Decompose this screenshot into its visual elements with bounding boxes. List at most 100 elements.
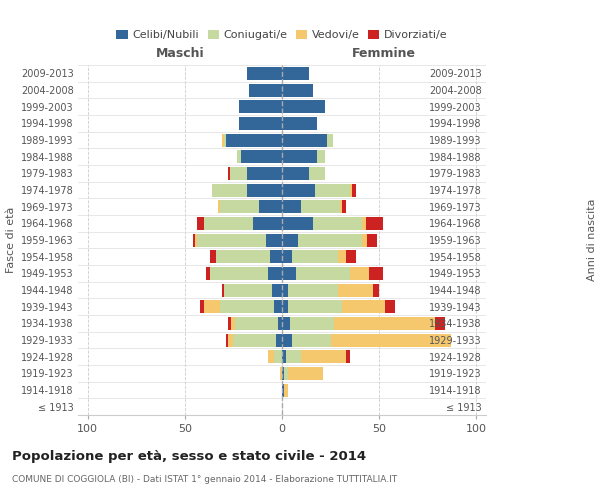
Bar	[204, 217, 253, 230]
Bar	[230, 167, 247, 180]
Bar	[193, 234, 194, 246]
Bar	[238, 150, 241, 163]
Bar	[346, 250, 356, 263]
Bar	[362, 217, 365, 230]
Bar	[342, 200, 346, 213]
Bar	[247, 67, 282, 80]
Bar	[301, 350, 346, 363]
Bar	[241, 150, 282, 163]
Bar	[326, 134, 332, 146]
Bar	[278, 317, 282, 330]
Bar	[282, 334, 292, 346]
Bar	[222, 284, 224, 296]
Bar	[282, 184, 315, 196]
Bar	[226, 134, 282, 146]
Bar	[232, 317, 235, 330]
Bar	[220, 300, 274, 313]
Legend: Celibi/Nubili, Coniugati/e, Vedovi/e, Divorziati/e: Celibi/Nubili, Coniugati/e, Vedovi/e, Di…	[112, 25, 452, 44]
Bar	[282, 234, 298, 246]
Bar	[334, 317, 436, 330]
Bar	[280, 367, 282, 380]
Bar	[346, 350, 350, 363]
Bar	[282, 300, 288, 313]
Bar	[342, 300, 385, 313]
Text: Maschi: Maschi	[155, 47, 205, 60]
Bar	[194, 234, 197, 246]
Bar	[338, 250, 346, 263]
Bar	[272, 284, 282, 296]
Bar	[313, 217, 362, 230]
Bar	[249, 84, 282, 96]
Bar	[206, 267, 210, 280]
Bar	[210, 267, 268, 280]
Bar	[338, 284, 373, 296]
Bar	[370, 267, 383, 280]
Bar	[282, 317, 290, 330]
Bar	[235, 317, 278, 330]
Bar	[288, 367, 323, 380]
Bar	[365, 217, 383, 230]
Bar	[367, 234, 377, 246]
Bar	[282, 134, 326, 146]
Bar	[288, 284, 338, 296]
Bar	[218, 200, 220, 213]
Bar	[224, 284, 272, 296]
Bar	[331, 334, 451, 346]
Bar	[292, 334, 331, 346]
Bar	[373, 284, 379, 296]
Bar	[239, 117, 282, 130]
Bar	[286, 350, 301, 363]
Bar	[266, 234, 282, 246]
Bar	[284, 367, 288, 380]
Bar	[292, 250, 338, 263]
Bar	[282, 250, 292, 263]
Bar	[247, 167, 282, 180]
Bar	[268, 350, 274, 363]
Bar	[282, 84, 313, 96]
Bar	[227, 167, 230, 180]
Bar	[212, 184, 247, 196]
Bar	[282, 367, 284, 380]
Bar	[296, 267, 350, 280]
Bar	[253, 217, 282, 230]
Bar	[282, 150, 317, 163]
Bar	[274, 350, 282, 363]
Bar	[227, 317, 232, 330]
Bar	[301, 200, 340, 213]
Bar	[259, 200, 282, 213]
Bar	[350, 184, 352, 196]
Bar	[282, 67, 309, 80]
Text: COMUNE DI COGGIOLA (BI) - Dati ISTAT 1° gennaio 2014 - Elaborazione TUTTITALIA.I: COMUNE DI COGGIOLA (BI) - Dati ISTAT 1° …	[12, 475, 397, 484]
Bar	[233, 334, 276, 346]
Bar	[340, 200, 342, 213]
Bar	[227, 334, 233, 346]
Bar	[290, 317, 334, 330]
Bar	[239, 100, 282, 113]
Text: Femmine: Femmine	[352, 47, 416, 60]
Bar	[284, 384, 288, 396]
Bar	[352, 184, 356, 196]
Bar	[271, 250, 282, 263]
Text: Anni di nascita: Anni di nascita	[587, 198, 597, 281]
Bar	[350, 267, 370, 280]
Bar	[288, 300, 342, 313]
Y-axis label: Fasce di età: Fasce di età	[5, 207, 16, 273]
Bar	[247, 184, 282, 196]
Bar	[274, 300, 282, 313]
Bar	[282, 117, 317, 130]
Bar	[282, 350, 286, 363]
Bar	[276, 334, 282, 346]
Bar	[222, 134, 224, 146]
Bar	[317, 150, 325, 163]
Bar	[210, 250, 216, 263]
Bar	[436, 317, 445, 330]
Bar	[309, 167, 325, 180]
Bar	[204, 300, 220, 313]
Bar	[282, 284, 288, 296]
Bar	[224, 134, 226, 146]
Bar	[197, 217, 204, 230]
Bar	[282, 267, 296, 280]
Bar	[282, 200, 301, 213]
Bar	[315, 184, 350, 196]
Text: Popolazione per età, sesso e stato civile - 2014: Popolazione per età, sesso e stato civil…	[12, 450, 366, 463]
